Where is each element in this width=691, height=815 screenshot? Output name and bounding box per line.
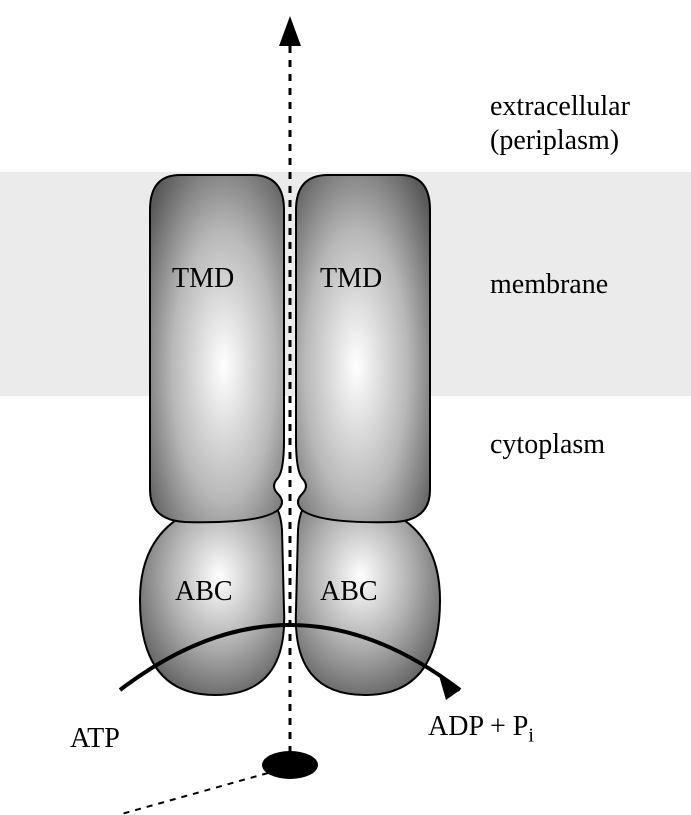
label-adp-pi: ADP + Pi — [428, 710, 534, 748]
label-abc-right: ABC — [320, 575, 378, 609]
tmd-left — [150, 175, 284, 522]
label-cytoplasm: cytoplasm — [490, 428, 605, 462]
text-extracellular-2: (periplasm) — [490, 125, 619, 156]
label-tmd-right: TMD — [320, 262, 382, 296]
tmd-right — [296, 175, 430, 522]
text-adp-prefix: ADP + P — [428, 711, 528, 742]
translocation-arrow-head — [279, 16, 301, 46]
hint-line — [118, 773, 268, 815]
text-membrane: membrane — [490, 269, 608, 300]
label-membrane: membrane — [490, 268, 608, 302]
label-extracellular: extracellular (periplasm) — [490, 90, 630, 157]
text-extracellular-1: extracellular — [490, 91, 630, 122]
text-adp-sub: i — [528, 725, 534, 747]
text-cytoplasm: cytoplasm — [490, 429, 605, 460]
substrate — [262, 751, 318, 779]
label-atp: ATP — [70, 722, 120, 756]
label-abc-left: ABC — [175, 575, 233, 609]
label-tmd-left: TMD — [172, 262, 234, 296]
